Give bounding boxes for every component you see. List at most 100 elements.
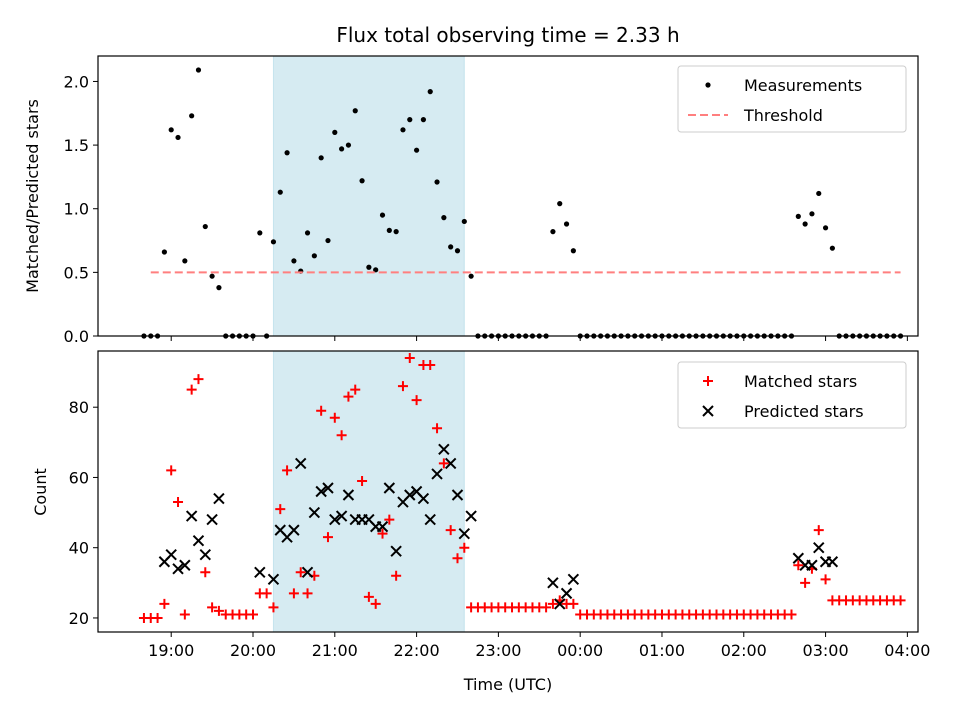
- bottom-matched-point: [793, 560, 804, 571]
- top-point: [379, 212, 386, 218]
- bottom-predicted-point: [404, 489, 416, 501]
- top-point: [339, 146, 345, 152]
- top-point: [257, 230, 263, 236]
- top-point: [332, 129, 338, 135]
- bottom-predicted-point: [826, 556, 839, 568]
- top-point: [291, 258, 297, 264]
- top-point: [195, 67, 202, 73]
- top-point: [182, 258, 188, 264]
- bottom-predicted-point: [185, 510, 198, 522]
- top-point: [795, 213, 801, 219]
- bottom-matched-point: [173, 497, 184, 508]
- panel-ratio: 0.0 0.5 1.0 1.5 2.0 Measurements Threshold: [64, 55, 919, 346]
- x-axis-label: Time (UTC): [463, 675, 552, 694]
- bottom-matched-point: [800, 577, 811, 588]
- bottom-predicted-point: [254, 566, 266, 578]
- bottom-matched-point: [322, 532, 333, 543]
- bottom-matched-point: [895, 595, 906, 606]
- bottom-matched-point: [404, 353, 415, 364]
- chart-title: Flux total observing time = 2.33 h: [336, 23, 679, 47]
- bottom-matched-point: [152, 612, 163, 623]
- top-legend-swatch: [705, 82, 711, 88]
- bottom-x-tick-label: 03:00: [803, 641, 849, 660]
- y-axis-label-top: Matched/Predicted stars: [23, 99, 42, 293]
- top-point: [441, 215, 447, 221]
- bottom-predicted-point: [301, 566, 314, 578]
- bottom-matched-point: [275, 504, 286, 515]
- top-point: [352, 108, 358, 114]
- bottom-x-tick-label: 00:00: [557, 641, 603, 660]
- top-point: [802, 221, 808, 227]
- top-point: [829, 245, 835, 251]
- bottom-predicted-point: [172, 563, 184, 575]
- bottom-predicted-point: [192, 534, 205, 547]
- top-legend-label: Measurements: [744, 76, 862, 95]
- bottom-y-tick-label: 20: [69, 609, 89, 628]
- bottom-matched-point: [438, 458, 449, 469]
- bottom-matched-point: [179, 609, 190, 620]
- top-y-tick-label: 1.0: [64, 200, 89, 219]
- bottom-predicted-point: [199, 549, 211, 561]
- bottom-matched-point: [343, 391, 354, 402]
- bottom-y-tick-label: 60: [69, 468, 89, 487]
- bottom-matched-point: [186, 384, 197, 395]
- bottom-matched-point: [200, 567, 211, 578]
- top-point: [209, 273, 215, 279]
- top-point: [420, 117, 427, 123]
- bottom-predicted-point: [295, 457, 307, 470]
- bottom-matched-point: [350, 384, 361, 395]
- bottom-legend-box: [677, 361, 907, 429]
- bottom-predicted-point: [451, 489, 464, 501]
- bottom-x-tick-label: 01:00: [639, 641, 685, 660]
- top-axes-frame: [97, 55, 919, 337]
- top-point: [557, 201, 563, 207]
- bottom-matched-point: [370, 598, 381, 609]
- bottom-predicted-point: [465, 510, 477, 522]
- bottom-predicted-point: [813, 541, 825, 554]
- top-point: [325, 237, 331, 244]
- bottom-x-tick-label: 19:00: [148, 641, 194, 660]
- bottom-matched-point: [329, 412, 340, 423]
- top-y-tick-label: 1.5: [64, 136, 89, 155]
- top-point: [413, 147, 420, 153]
- top-point: [468, 273, 474, 279]
- top-shaded-interval: [272, 55, 465, 337]
- bottom-matched-point: [357, 475, 368, 486]
- bottom-predicted-point: [554, 598, 566, 610]
- bottom-legend-swatch: [703, 376, 713, 386]
- bottom-predicted-point: [315, 485, 327, 498]
- top-point: [175, 134, 181, 141]
- top-point: [822, 225, 829, 231]
- bottom-predicted-point: [342, 489, 355, 501]
- bottom-matched-point: [459, 542, 470, 553]
- bottom-predicted-point: [376, 520, 389, 533]
- top-point: [434, 179, 440, 185]
- bottom-x-tick-label: 04:00: [884, 641, 930, 660]
- bottom-predicted-point: [165, 549, 177, 561]
- top-y-tick-label: 0.0: [64, 327, 89, 346]
- bottom-matched-point: [295, 567, 306, 578]
- bottom-x-tick-label: 23:00: [475, 641, 521, 660]
- top-point: [563, 221, 570, 227]
- bottom-y-tick-label: 80: [69, 398, 89, 417]
- bottom-shaded-interval: [272, 350, 465, 633]
- bottom-matched-point: [377, 528, 388, 539]
- bottom-matched-point: [452, 553, 463, 564]
- bottom-matched-point: [316, 405, 327, 416]
- top-point: [454, 248, 461, 254]
- top-point: [550, 229, 556, 235]
- bottom-predicted-point: [424, 513, 436, 526]
- bottom-predicted-point: [322, 482, 334, 494]
- top-point: [189, 113, 195, 119]
- bottom-predicted-point: [417, 492, 430, 505]
- top-point: [311, 253, 317, 259]
- bottom-predicted-point: [206, 513, 218, 526]
- bottom-matched-point: [268, 602, 279, 613]
- bottom-predicted-point: [431, 468, 443, 480]
- bottom-predicted-point: [444, 457, 457, 470]
- top-point: [366, 264, 372, 270]
- top-point: [809, 211, 815, 217]
- bottom-matched-point: [336, 430, 347, 441]
- bottom-matched-point: [397, 381, 408, 392]
